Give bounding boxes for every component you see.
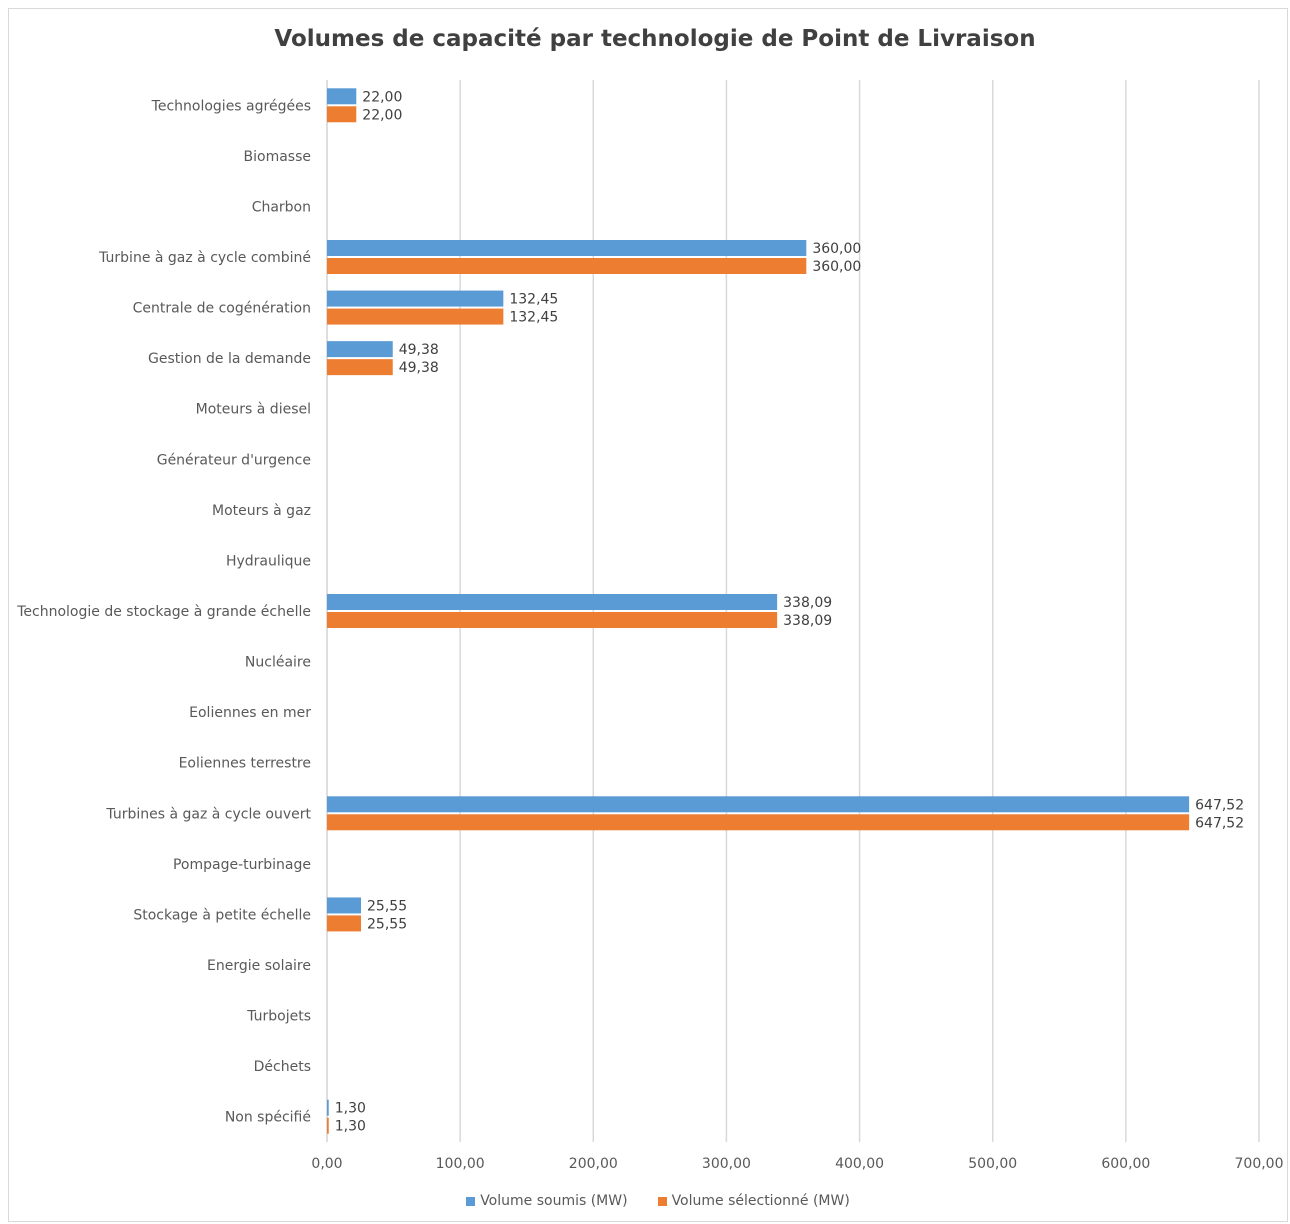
bar-submitted bbox=[327, 88, 357, 105]
category-label: Pompage-turbinage bbox=[173, 857, 311, 873]
x-tick-label: 700,00 bbox=[1235, 1156, 1284, 1172]
axis: 0,00 100,00 200,00 300,00 400,00 500,00 600,00… bbox=[16, 80, 1284, 1172]
x-tick-label: 400,00 bbox=[835, 1156, 884, 1172]
category-label: Turbojets bbox=[246, 1009, 311, 1025]
legend-label-selected: Volume sélectionné (MW) bbox=[671, 1193, 850, 1209]
data-label-selected: 647,52 bbox=[1195, 815, 1244, 831]
category-label: Moteurs à diesel bbox=[196, 402, 311, 418]
legend-label-submitted: Volume soumis (MW) bbox=[480, 1193, 628, 1209]
data-label-selected: 360,00 bbox=[812, 259, 861, 275]
legend-item-submitted: Volume soumis (MW) bbox=[466, 1193, 628, 1209]
x-tick-label: 300,00 bbox=[702, 1156, 751, 1172]
data-label-selected: 338,09 bbox=[783, 613, 832, 629]
data-label-submitted: 1,30 bbox=[335, 1101, 366, 1117]
bar-selected bbox=[327, 1117, 329, 1134]
category-label: Déchets bbox=[254, 1059, 311, 1075]
x-tick-label: 100,00 bbox=[436, 1156, 485, 1172]
legend-swatch-selected bbox=[657, 1196, 667, 1206]
category-label: Eoliennes terrestre bbox=[179, 756, 311, 772]
category-label: Non spécifié bbox=[225, 1110, 311, 1126]
data-label-submitted: 360,00 bbox=[812, 241, 861, 257]
data-label-selected: 1,30 bbox=[335, 1119, 366, 1135]
data-label-selected: 22,00 bbox=[362, 107, 402, 123]
category-label: Hydraulique bbox=[226, 553, 311, 569]
data-label-submitted: 132,45 bbox=[509, 292, 558, 308]
category-label: Energie solaire bbox=[207, 958, 311, 974]
category-label: Turbines à gaz à cycle ouvert bbox=[105, 806, 311, 822]
bar-selected bbox=[327, 612, 778, 628]
bar-submitted bbox=[327, 594, 778, 610]
data-label-submitted: 22,00 bbox=[362, 89, 402, 105]
category-label: Gestion de la demande bbox=[148, 351, 311, 367]
bar-submitted bbox=[327, 796, 1190, 813]
data-label-submitted: 647,52 bbox=[1195, 797, 1244, 813]
x-tick-label: 600,00 bbox=[1101, 1156, 1150, 1172]
category-label: Stockage à petite échelle bbox=[133, 907, 311, 923]
labels: 22,00 22,00 360,00 360,00 132,45 132,45 49,38 4… bbox=[335, 89, 1244, 1134]
x-tick-label: 200,00 bbox=[569, 1156, 618, 1172]
bars bbox=[327, 88, 1190, 1134]
bar-selected bbox=[327, 258, 807, 274]
bar-selected bbox=[327, 915, 362, 932]
chart-title: Volumes de capacité par technologie de P… bbox=[274, 26, 1036, 52]
bar-selected bbox=[327, 308, 504, 325]
legend-item-selected: Volume sélectionné (MW) bbox=[657, 1193, 850, 1209]
bar-submitted bbox=[327, 240, 807, 256]
bar-selected bbox=[327, 814, 1190, 831]
legend: Volume soumis (MW) Volume sélectionné (M… bbox=[0, 1193, 1290, 1209]
data-label-submitted: 25,55 bbox=[367, 898, 407, 914]
x-tick-label: 0,00 bbox=[311, 1156, 342, 1172]
data-label-selected: 25,55 bbox=[367, 916, 407, 932]
bar-selected bbox=[327, 106, 357, 123]
category-label: Moteurs à gaz bbox=[212, 503, 311, 519]
category-label: Eoliennes en mer bbox=[189, 705, 311, 721]
data-label-submitted: 49,38 bbox=[399, 342, 439, 358]
bar-submitted bbox=[327, 341, 393, 358]
category-label: Technologie de stockage à grande échelle bbox=[16, 604, 311, 620]
category-label: Biomasse bbox=[244, 149, 311, 165]
bar-selected bbox=[327, 359, 393, 376]
x-tick-label: 500,00 bbox=[968, 1156, 1017, 1172]
category-label: Charbon bbox=[252, 199, 311, 215]
legend-swatch-submitted bbox=[466, 1196, 476, 1206]
category-label: Nucléaire bbox=[245, 655, 311, 671]
data-label-submitted: 338,09 bbox=[783, 595, 832, 611]
data-label-selected: 132,45 bbox=[509, 310, 558, 326]
category-label: Générateur d'urgence bbox=[157, 452, 311, 468]
gridlines bbox=[326, 80, 1260, 1142]
category-label: Centrale de cogénération bbox=[133, 301, 311, 317]
bar-submitted bbox=[327, 290, 504, 307]
category-label: Turbine à gaz à cycle combiné bbox=[98, 250, 311, 266]
bar-submitted bbox=[327, 1099, 329, 1116]
data-label-selected: 49,38 bbox=[399, 360, 439, 376]
bar-submitted bbox=[327, 897, 362, 914]
category-label: Technologies agrégées bbox=[151, 98, 311, 114]
